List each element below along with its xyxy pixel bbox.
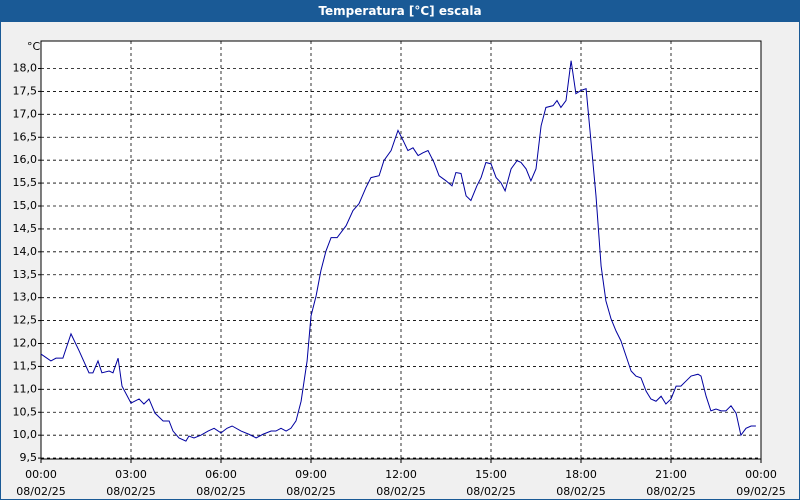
x-tick-label-line: 08/02/25 xyxy=(556,485,605,498)
y-tick-label: 16,0 xyxy=(13,153,38,166)
y-tick-label: 14,0 xyxy=(13,245,38,258)
x-tick-label-line: 08/02/25 xyxy=(646,485,695,498)
window-title: Temperatura [°C] escala xyxy=(1,1,799,22)
y-tick-label: 9,5 xyxy=(20,451,38,464)
x-tick-label-line: 09/02/25 xyxy=(736,485,785,498)
x-tick-label-line: 12:00 xyxy=(385,468,417,481)
y-tick-label: 11,0 xyxy=(13,382,38,395)
x-tick-label: 15:00 08/02/25 xyxy=(466,468,515,498)
y-tick-label: 10,5 xyxy=(13,405,38,418)
x-tick-label: 12:00 08/02/25 xyxy=(376,468,425,498)
x-tick-label-line: 08/02/25 xyxy=(376,485,425,498)
x-tick-label-line: 08/02/25 xyxy=(16,485,65,498)
x-tick-label: 03:00 08/02/25 xyxy=(106,468,155,498)
y-tick-label: 11,5 xyxy=(13,359,38,372)
x-tick-label-line: 21:00 xyxy=(655,468,687,481)
x-tick-label: 00:00 09/02/25 xyxy=(736,468,785,498)
y-tick-label: 13,0 xyxy=(13,291,38,304)
x-tick-label-line: 08/02/25 xyxy=(196,485,245,498)
x-tick-label: 00:00 08/02/25 xyxy=(16,468,65,498)
x-tick-label-line: 00:00 xyxy=(25,468,57,481)
x-tick-label-line: 08/02/25 xyxy=(286,485,335,498)
x-tick-label: 09:00 08/02/25 xyxy=(286,468,335,498)
x-tick-label: 06:00 08/02/25 xyxy=(196,468,245,498)
y-tick-label: 17,0 xyxy=(13,107,38,120)
y-tick-label: 17,5 xyxy=(13,84,38,97)
x-tick-label-line: 08/02/25 xyxy=(106,485,155,498)
x-tick-label: 18:00 08/02/25 xyxy=(556,468,605,498)
y-tick-label: 13,5 xyxy=(13,268,38,281)
y-tick-label: 15,0 xyxy=(13,199,38,212)
y-unit: °C xyxy=(27,40,41,53)
x-tick-label: 21:00 08/02/25 xyxy=(646,468,695,498)
y-tick-label: 12,5 xyxy=(13,314,38,327)
x-tick-label-line: 06:00 xyxy=(205,468,237,481)
series-line xyxy=(40,60,756,442)
x-tick-label-line: 09:00 xyxy=(295,468,327,481)
x-tick-label-line: 08/02/25 xyxy=(466,485,515,498)
x-tick-label-line: 18:00 xyxy=(565,468,597,481)
y-tick-label: 15,5 xyxy=(13,176,38,189)
y-tick-label: 10,0 xyxy=(13,428,38,441)
x-tick-label-line: 00:00 xyxy=(745,468,777,481)
y-tick-label: 12,0 xyxy=(13,337,38,350)
y-tick-label: 16,5 xyxy=(13,130,38,143)
y-tick-label: 14,5 xyxy=(13,222,38,235)
x-tick-label-line: 15:00 xyxy=(475,468,507,481)
y-tick-label: 18,0 xyxy=(13,62,38,75)
x-tick-label-line: 03:00 xyxy=(115,468,147,481)
